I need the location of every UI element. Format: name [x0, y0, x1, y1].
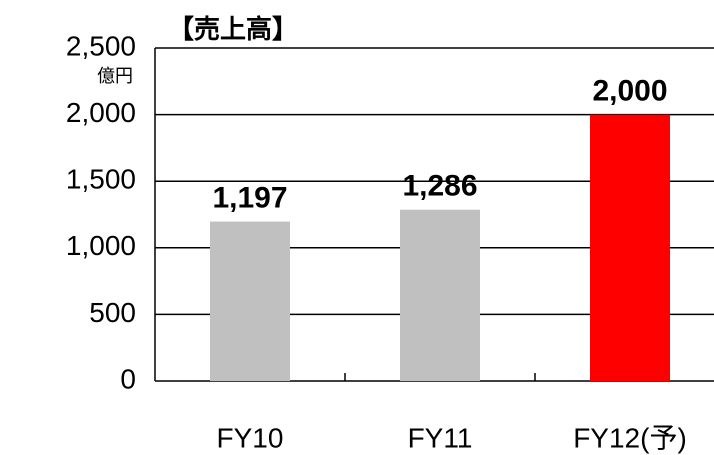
value-label: 2,000 — [592, 75, 667, 108]
y-tick-label: 2,500 — [66, 30, 136, 61]
x-tick-label: FY10 — [217, 422, 284, 453]
x-tick-label: FY11 — [408, 422, 473, 453]
y-unit: 億円 — [97, 66, 133, 86]
bar — [400, 209, 480, 381]
y-tick-label: 0 — [120, 363, 136, 394]
x-tick-label: FY12(予) — [573, 422, 687, 453]
value-label: 1,197 — [212, 181, 287, 214]
chart-title: 【売上高】 — [168, 14, 298, 44]
y-tick-label: 500 — [89, 297, 136, 328]
bar — [590, 114, 670, 381]
bar — [210, 221, 290, 381]
y-tick-label: 1,000 — [66, 230, 136, 261]
value-label: 1,286 — [402, 170, 477, 203]
y-tick-label: 1,500 — [66, 164, 136, 195]
y-tick-label: 2,000 — [66, 97, 136, 128]
